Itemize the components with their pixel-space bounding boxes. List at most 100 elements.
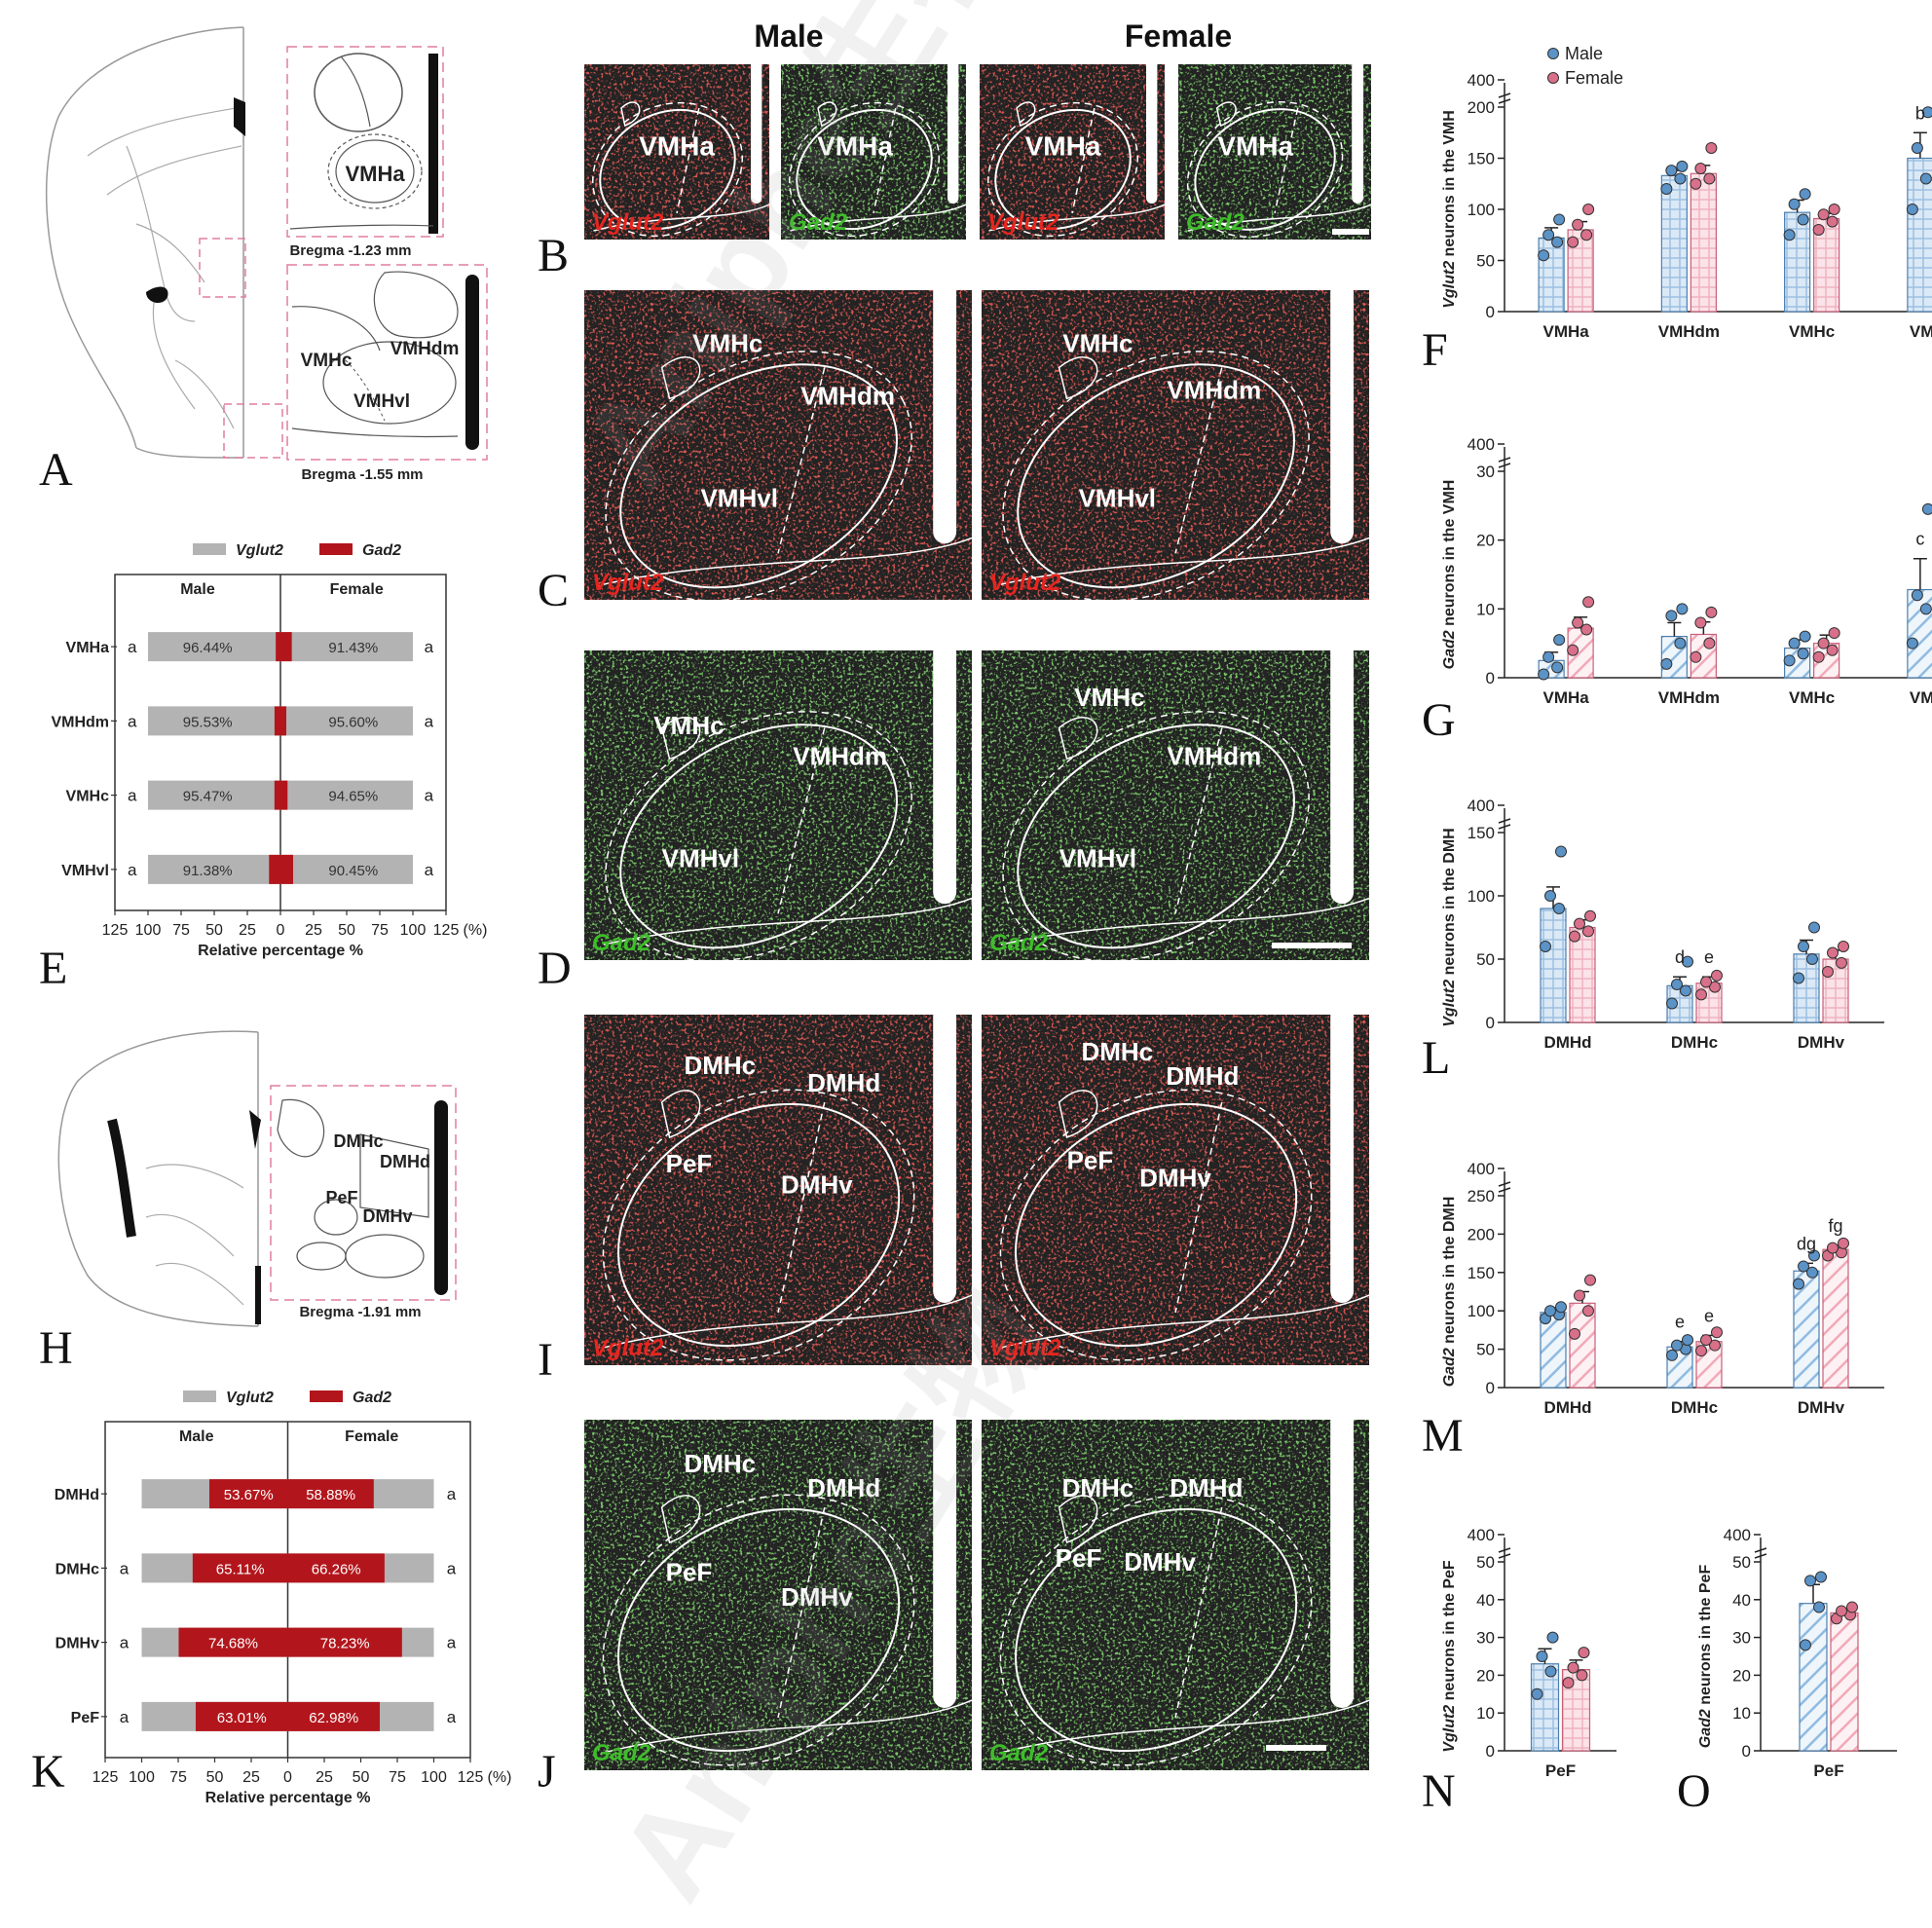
chart-k-xtick-label-7: 50 <box>353 1769 370 1786</box>
panel-d1-label-1: VMHdm <box>793 742 887 771</box>
chart-o-point-male-0-3 <box>1815 1571 1827 1583</box>
chart-o-ylabel: Gad2 neurons in the PeF <box>1697 1565 1714 1749</box>
chart-e-xlabel: Relative percentage % <box>198 943 363 959</box>
chart-k-xtick-label-9: 100 <box>421 1769 447 1786</box>
atlas-label-dmhd: DMHd <box>380 1152 430 1171</box>
panel-letter-o: O <box>1677 1765 1711 1817</box>
panel-i2-outline-small <box>1058 1090 1098 1138</box>
chart-m-point-female-2-3 <box>1838 1237 1849 1249</box>
chart-e-sig-right-3: a <box>425 861 434 879</box>
chart-l-category-2: DMHv <box>1798 1033 1845 1052</box>
chart-f-point-male-1-0 <box>1660 183 1673 195</box>
chart-g-category-2: VMHc <box>1789 688 1835 707</box>
chart-m-annotation-female-2: fg <box>1828 1216 1842 1236</box>
chart-l-point-male-2-1 <box>1806 953 1818 965</box>
chart-k-left-label: Male <box>179 1428 214 1445</box>
chart-l-ybreak-label: 400 <box>1468 797 1495 815</box>
chart-o-ytick-label-5: 50 <box>1732 1553 1751 1572</box>
chart-l-axis-break <box>1498 818 1511 830</box>
chart-o-bar-female-0 <box>1830 1612 1859 1752</box>
chart-m-point-male-2-3 <box>1808 1249 1820 1262</box>
chart-m-point-male-1-0 <box>1666 1349 1678 1361</box>
chart-g-axis-break <box>1498 457 1511 468</box>
panel-i2-label-0: DMHc <box>1081 1037 1153 1066</box>
chart-k-sig-left-3: a <box>120 1708 130 1726</box>
chart-o-point-female-0-2 <box>1836 1605 1847 1617</box>
chart-f-ylabel-gene: Vglut2 <box>1441 261 1458 309</box>
panel-b2-outline-divider <box>873 107 897 214</box>
chart-k-xtick-label-6: 25 <box>316 1769 333 1786</box>
chart-e-legend-gad2: Gad2 <box>362 542 401 559</box>
panel-j2-marker: Gad2 <box>989 1740 1049 1766</box>
chart-e-grey-right-1 <box>280 706 413 736</box>
chart-e-category-2: VMHc <box>66 789 110 805</box>
chart-g-point-male-2-1 <box>1797 648 1809 660</box>
panel-b1-marker: Vglut2 <box>592 209 664 236</box>
chart-l-ylabel: Vglut2 neurons in the DMH <box>1441 828 1458 1026</box>
chart-o-point-male-0-2 <box>1804 1575 1816 1587</box>
panel-d1: VMHc VMHdm VMHvl Gad2 <box>584 650 972 960</box>
bregma-label-3: Bregma -1.91 mm <box>299 1304 421 1320</box>
chart-k-sig-left-2: a <box>120 1634 130 1652</box>
atlas-label-vmhc: VMHc <box>301 351 353 371</box>
panel-b1: VMHa Vglut2 <box>584 64 769 240</box>
chart-k-gad2-right-0 <box>287 1479 374 1509</box>
panel-b3-outline-outer <box>994 108 1132 231</box>
panel-b4-outline-small <box>1215 101 1237 127</box>
chart-n-ytick-label-1: 10 <box>1476 1704 1495 1723</box>
panel-j2-outline-base <box>1000 1699 1369 1754</box>
chart-e-gad2-left-1 <box>274 706 280 736</box>
panel-c1-ventricle <box>933 290 957 544</box>
chart-e-category-0: VMHa <box>66 640 110 656</box>
chart-m-bar-male-2 <box>1793 1270 1820 1389</box>
chart-m-point-female-1-0 <box>1695 1345 1707 1357</box>
chart-n-ylabel: Vglut2 neurons in the PeF <box>1441 1560 1458 1753</box>
chart-f-point-male-3-2 <box>1911 142 1923 154</box>
chart-f-legend-male: Male <box>1565 44 1603 63</box>
chart-g-point-male-0-2 <box>1542 650 1555 663</box>
panel-i2-signal <box>982 1015 1369 1365</box>
chart-n-ybreak-label: 400 <box>1468 1526 1495 1544</box>
chart-k-value-right-0: 58.88% <box>306 1487 355 1503</box>
panel-b1-outline-divider <box>676 107 700 214</box>
chart-m-point-female-2-2 <box>1827 1242 1839 1254</box>
chart-l-point-male-1-1 <box>1680 984 1691 997</box>
panel-b3-content: VMHa Vglut2 <box>980 64 1165 240</box>
chart-m-bar-female-2 <box>1822 1248 1849 1389</box>
panel-d1-outline-divider <box>777 727 826 914</box>
chart-g-ylabel-gene: Gad2 <box>1441 630 1458 669</box>
chart-l-bar-male-0 <box>1540 908 1567 1023</box>
chart-m-point-female-0-0 <box>1569 1327 1580 1340</box>
chart-l-point-male-1-0 <box>1666 997 1678 1010</box>
chart-e-gad2-right-2 <box>280 780 288 810</box>
panel-b1-outline-small <box>620 101 641 128</box>
chart-k: Vglut2 Gad2 Male Female 53.67% 58.88% DMHd a 65.… <box>55 1390 512 1806</box>
chart-m-point-female-0-1 <box>1582 1305 1594 1317</box>
chart-k-value-left-2: 74.68% <box>208 1636 258 1652</box>
chart-m-ytick-label-2: 100 <box>1468 1302 1495 1320</box>
chart-g-point-female-0-2 <box>1572 616 1584 629</box>
panel-j2-label-0: DMHc <box>1062 1473 1134 1502</box>
chart-l-point-female-2-3 <box>1838 941 1849 952</box>
panel-c2-label-2: VMHvl <box>1079 484 1156 513</box>
chart-f-point-male-0-0 <box>1538 249 1550 262</box>
chart-l-point-male-1-3 <box>1682 955 1693 968</box>
chart-e-value-left-0: 96.44% <box>183 640 233 656</box>
chart-g-point-female-2-3 <box>1828 627 1840 640</box>
panel-letter-c: C <box>538 565 569 616</box>
panel-b4-outline-outer <box>1194 108 1336 231</box>
chart-g-point-female-0-3 <box>1582 596 1595 609</box>
chart-m-point-female-0-3 <box>1584 1274 1596 1286</box>
chart-k-xtick-label-5: 0 <box>283 1769 292 1786</box>
chart-f-ytick-label-2: 100 <box>1468 201 1495 219</box>
panel-j2-signal <box>982 1420 1369 1770</box>
chart-g-point-male-1-1 <box>1674 637 1687 649</box>
chart-f-bar-female-1 <box>1690 172 1717 313</box>
chart-n-ytick-label-0: 0 <box>1486 1742 1495 1761</box>
chart-g-point-female-1-3 <box>1705 606 1718 618</box>
chart-f-point-male-3-3 <box>1921 106 1932 119</box>
panel-c1-outline-dashed <box>605 351 912 600</box>
chart-k-gad2-left-0 <box>208 1479 288 1509</box>
chart-e-xtick-label-10: 125 <box>433 922 460 939</box>
chart-m-annotation-female-1: e <box>1704 1306 1714 1325</box>
